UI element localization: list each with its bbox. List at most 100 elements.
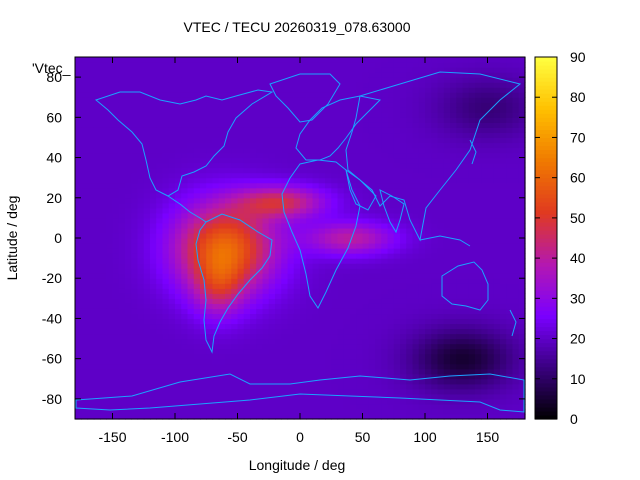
heatmap-cell (118, 72, 126, 78)
heatmap-cell (356, 283, 364, 289)
heatmap-cell (75, 102, 82, 108)
heatmap-cell (293, 268, 301, 274)
heatmap-cell (243, 243, 251, 249)
heatmap-cell (331, 82, 339, 88)
heatmap-cell (450, 232, 457, 239)
heatmap-cell (168, 268, 176, 274)
heatmap-cell (450, 152, 457, 159)
heatmap-cell (506, 408, 514, 415)
heatmap-cell (443, 142, 451, 149)
heatmap-cell (437, 308, 445, 315)
heatmap-cell (487, 348, 495, 355)
heatmap-cell (206, 368, 214, 375)
heatmap-cell (187, 363, 195, 370)
heatmap-cell (275, 383, 282, 390)
heatmap-cell (200, 162, 207, 169)
heatmap-cell (437, 212, 445, 219)
heatmap-cell (406, 288, 414, 294)
heatmap-cell (256, 232, 264, 239)
heatmap-cell (487, 343, 495, 350)
heatmap-cell (318, 197, 326, 204)
heatmap-cell (143, 373, 151, 380)
heatmap-cell (100, 353, 107, 360)
heatmap-cell (343, 57, 351, 63)
heatmap-cell (187, 67, 195, 73)
heatmap-cell (268, 368, 276, 375)
heatmap-cell (450, 268, 457, 274)
heatmap-cell (187, 192, 195, 199)
heatmap-cell (450, 222, 457, 229)
heatmap-cell (418, 288, 426, 294)
heatmap-cell (406, 162, 414, 169)
heatmap-cell (212, 383, 220, 390)
heatmap-cell (387, 258, 395, 264)
heatmap-cell (206, 172, 214, 179)
heatmap-cell (118, 187, 126, 194)
heatmap-cell (331, 413, 339, 420)
heatmap-cell (350, 132, 357, 139)
heatmap-cell (437, 227, 445, 234)
heatmap-cell (331, 278, 339, 284)
heatmap-cell (275, 57, 282, 63)
heatmap-cell (356, 212, 364, 219)
heatmap-cell (293, 92, 301, 98)
heatmap-cell (150, 167, 157, 174)
heatmap-cell (406, 212, 414, 219)
heatmap-cell (343, 92, 351, 98)
heatmap-cell (125, 207, 132, 214)
heatmap-cell (275, 288, 282, 294)
heatmap-cell (206, 403, 214, 410)
heatmap-cells (75, 57, 526, 420)
heatmap-cell (75, 57, 82, 63)
heatmap-cell (156, 67, 164, 73)
heatmap-cell (175, 187, 182, 194)
heatmap-cell (268, 57, 276, 63)
heatmap-cell (318, 172, 326, 179)
heatmap-cell (250, 368, 257, 375)
heatmap-cell (487, 283, 495, 289)
heatmap-cell (306, 253, 314, 259)
heatmap-cell (400, 268, 407, 274)
heatmap-cell (425, 157, 432, 164)
heatmap-cell (306, 403, 314, 410)
heatmap-cell (200, 132, 207, 139)
heatmap-cell (237, 232, 245, 239)
heatmap-cell (100, 343, 107, 350)
heatmap-cell (337, 303, 345, 309)
heatmap-cell (125, 102, 132, 108)
heatmap-cell (81, 328, 89, 335)
heatmap-cell (87, 107, 95, 113)
heatmap-cell (187, 283, 195, 289)
heatmap-cell (300, 222, 307, 229)
heatmap-cell (237, 82, 245, 88)
heatmap-cell (306, 383, 314, 390)
heatmap-cell (112, 82, 120, 88)
heatmap-cell (381, 122, 389, 128)
heatmap-cell (337, 112, 345, 118)
heatmap-cell (175, 273, 182, 279)
heatmap-cell (237, 197, 245, 204)
heatmap-cell (481, 197, 489, 204)
heatmap-cell (81, 248, 89, 254)
heatmap-cell (500, 398, 507, 405)
heatmap-cell (75, 132, 82, 139)
heatmap-cell (443, 62, 451, 68)
heatmap-cell (356, 57, 364, 63)
heatmap-cell (437, 363, 445, 370)
heatmap-cell (481, 353, 489, 360)
heatmap-cell (150, 273, 157, 279)
heatmap-cell (481, 368, 489, 375)
heatmap-cell (468, 393, 476, 400)
heatmap-cell (93, 212, 101, 219)
heatmap-cell (93, 293, 101, 299)
heatmap-cell (231, 248, 239, 254)
heatmap-cell (493, 318, 501, 325)
heatmap-cell (262, 117, 270, 123)
heatmap-cell (437, 313, 445, 320)
heatmap-cell (306, 363, 314, 370)
heatmap-cell (462, 338, 470, 345)
heatmap-cell (93, 187, 101, 194)
heatmap-cell (106, 157, 114, 164)
heatmap-cell (81, 202, 89, 209)
heatmap-cell (275, 177, 282, 184)
